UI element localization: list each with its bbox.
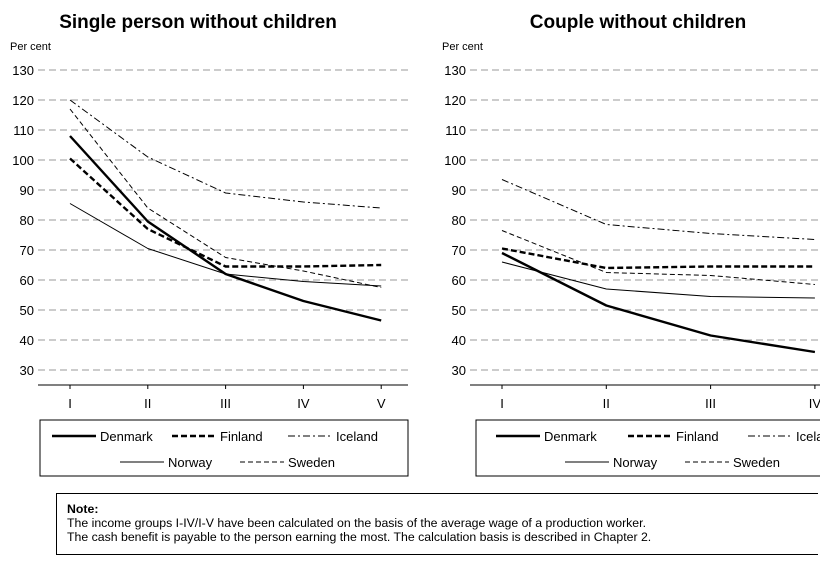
left-y-tick-label: 100 [12, 153, 34, 168]
left-legend-box [39, 419, 409, 477]
right-y-tick-label: 100 [444, 153, 466, 168]
right-series-denmark [501, 251, 816, 354]
right-chart-title: Couple without children [530, 12, 746, 33]
left-y-tick-label: 50 [20, 303, 34, 318]
left-y-tick-label: 60 [20, 273, 34, 288]
right-y-tick-label: 130 [444, 63, 466, 78]
right-x-tick-label: IV [809, 396, 820, 411]
right-y-tick-label: 30 [452, 363, 466, 378]
left-series-sweden [69, 108, 382, 288]
right-legend-label-iceland: Iceland [796, 429, 820, 444]
left-series-norway [69, 203, 382, 287]
right-x-tick-label: II [603, 396, 610, 411]
left-x-tick-label: II [144, 396, 151, 411]
left-x-tick-label: V [377, 396, 386, 411]
right-y-tick-label: 60 [452, 273, 466, 288]
left-y-tick-label: 110 [13, 123, 34, 138]
right-y-axis-label: Per cent [442, 41, 483, 53]
left-y-tick-label: 30 [20, 363, 34, 378]
right-y-tick-label: 70 [452, 243, 466, 258]
right-series-norway [501, 261, 815, 299]
right-y-tick-label: 80 [452, 213, 466, 228]
left-y-tick-label: 40 [20, 333, 34, 348]
note-title: Note: [67, 502, 99, 516]
charts-area: Single person without children Per cent 30… [10, 12, 820, 477]
right-series-sweden [501, 230, 815, 285]
right-y-tick-label: 110 [445, 123, 466, 138]
left-chart-title: Single person without children [59, 12, 337, 33]
right-legend-label-sweden: Sweden [733, 455, 780, 470]
left-legend-label-finland: Finland [220, 429, 263, 444]
left-x-tick-label: IV [297, 396, 310, 411]
left-legend-label-iceland: Iceland [336, 429, 378, 444]
left-x-tick-label: I [68, 396, 72, 411]
right-legend-box [475, 419, 820, 477]
right-series-finland [501, 247, 815, 270]
right-series-iceland [501, 179, 815, 240]
right-y-tick-label: 90 [452, 183, 466, 198]
right-legend-label-finland: Finland [676, 429, 719, 444]
left-y-tick-label: 130 [12, 63, 34, 78]
left-legend-label-norway: Norway [168, 455, 213, 470]
left-y-tick-label: 70 [20, 243, 34, 258]
left-series-finland [69, 157, 382, 268]
left-series-denmark [69, 135, 382, 322]
right-y-tick-label: 120 [444, 93, 466, 108]
left-series-iceland [69, 99, 382, 209]
right-legend-label-norway: Norway [613, 455, 658, 470]
right-legend-label-denmark: Denmark [544, 429, 597, 444]
note-line-1: The income groups I-IV/I-V have been cal… [67, 516, 646, 530]
note-box: Note: The income groups I-IV/I-V have be… [56, 493, 818, 555]
note-line-2: The cash benefit is payable to the perso… [67, 530, 652, 544]
left-y-tick-label: 120 [12, 93, 34, 108]
left-legend-label-denmark: Denmark [100, 429, 153, 444]
right-y-tick-label: 40 [452, 333, 466, 348]
left-legend-label-sweden: Sweden [288, 455, 335, 470]
right-x-tick-label: I [500, 396, 504, 411]
left-y-axis-label: Per cent [10, 41, 51, 53]
right-y-tick-label: 50 [452, 303, 466, 318]
left-x-tick-label: III [220, 396, 231, 411]
left-y-tick-label: 90 [20, 183, 34, 198]
left-y-tick-label: 80 [20, 213, 34, 228]
right-x-tick-label: III [705, 396, 716, 411]
